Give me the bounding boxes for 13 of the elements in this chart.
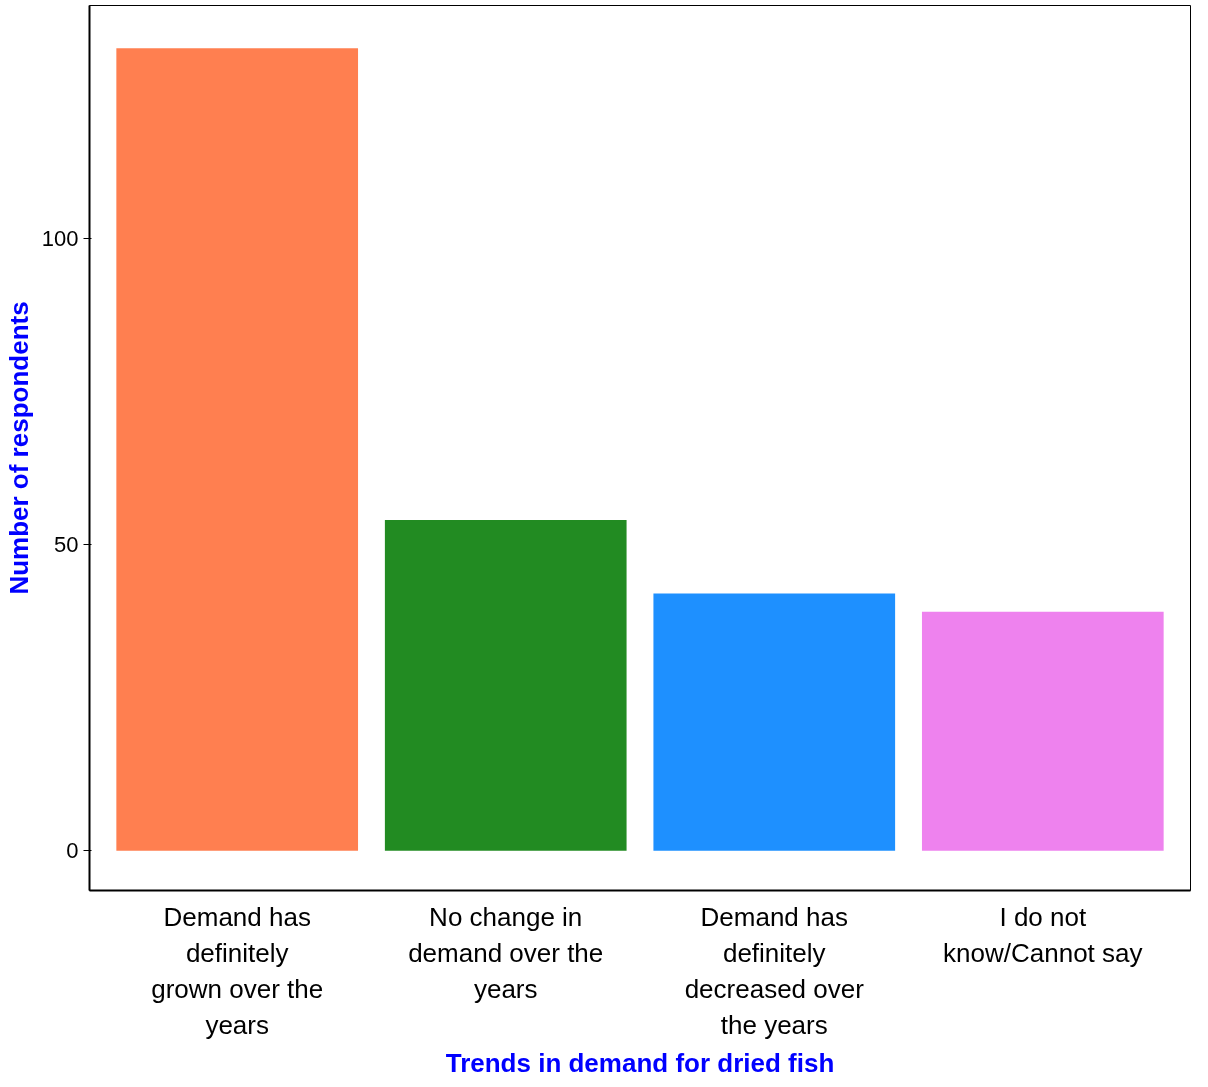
x-tick-label: No change in demand over the years [408,901,604,1004]
bar [384,519,627,851]
x-axis-title: Trends in demand for dried fish [445,1047,835,1078]
y-tick-label: 0 [66,838,79,864]
y-tick-label: 100 [41,225,79,251]
bar [653,593,896,851]
y-tick-label: 50 [54,531,79,557]
x-tick-label: I do not know/Cannot say [943,901,1143,968]
bar [116,48,359,851]
x-tick-label: Demand has definitely grown over the years [151,901,324,1040]
y-axis-title: Number of respondents [3,301,34,595]
x-tick-label: Demand has definitely decreased over the years [684,901,865,1040]
bar [921,611,1164,851]
